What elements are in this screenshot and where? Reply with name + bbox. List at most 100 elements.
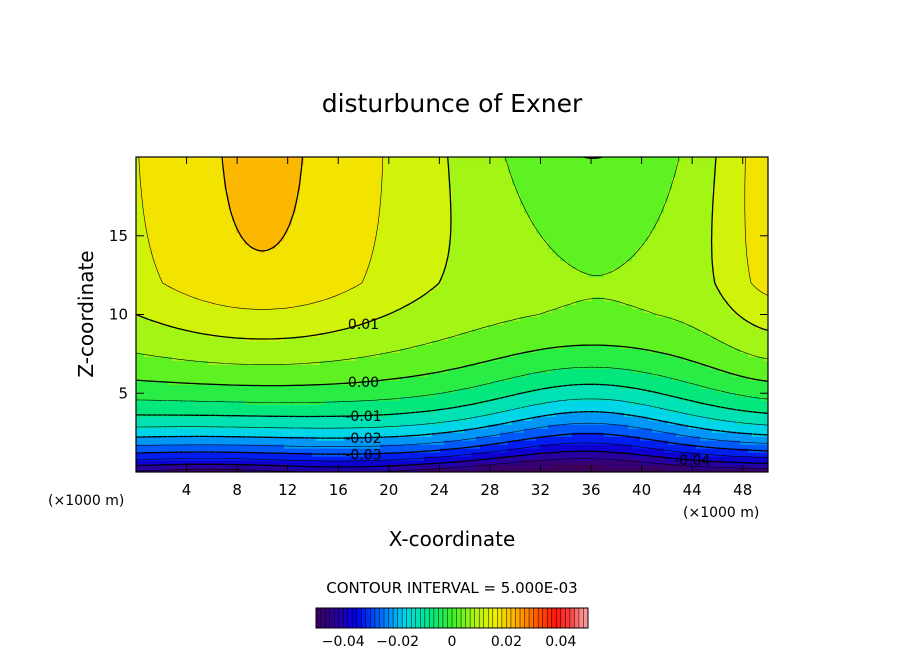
field-cell [328,296,333,302]
field-cell [164,268,169,274]
field-cell [224,444,229,449]
field-cell [168,448,173,453]
field-cell [372,196,377,202]
field-cell [180,460,185,465]
field-cell [204,196,209,202]
field-cell [148,268,153,274]
field-cell [348,424,353,429]
field-cell [360,400,365,405]
field-cell [248,204,253,210]
field-cell [284,196,289,202]
field-cell [136,464,141,469]
field-cell [224,172,229,178]
field-cell [304,384,309,389]
field-cell [272,324,277,330]
field-cell [156,464,161,469]
field-cell [360,264,365,270]
field-cell [284,412,289,417]
field-cell [164,184,169,190]
field-cell [312,304,317,310]
field-cell [380,216,385,222]
field-cell [348,392,353,397]
field-cell [264,448,269,453]
field-cell [280,284,285,290]
field-cell [288,276,293,282]
field-cell [264,244,269,250]
field-cell [160,336,165,342]
field-cell [308,388,313,393]
field-cell [380,388,385,393]
field-cell [320,412,325,417]
field-cell [324,300,329,306]
field-cell [140,364,145,369]
field-cell [384,244,389,250]
field-cell [384,432,389,437]
field-cell [332,352,337,357]
field-cell [296,372,301,377]
field-cell [328,216,333,222]
field-cell [200,164,205,170]
field-cell [196,208,201,214]
field-cell [208,192,213,198]
field-cell [380,180,385,186]
field-cell [168,296,173,302]
field-cell [204,296,209,302]
field-cell [204,340,209,346]
field-cell [192,460,197,465]
field-cell [180,332,185,338]
field-cell [288,188,293,194]
field-cell [164,460,169,465]
field-cell [204,424,209,429]
field-cell [380,368,385,373]
field-cell [208,432,213,437]
field-cell [356,356,361,361]
field-cell [308,228,313,234]
field-cell [152,432,157,437]
field-cell [348,276,353,282]
field-cell [244,316,249,322]
field-cell [300,312,305,318]
field-cell [276,188,281,194]
field-cell [200,256,205,262]
field-cell [228,184,233,190]
field-cell [188,416,193,421]
field-cell [164,236,169,242]
field-cell [136,400,141,405]
field-cell [256,252,261,258]
field-cell [292,312,297,318]
field-cell [192,244,197,250]
field-cell [268,416,273,421]
field-cell [348,468,353,472]
field-cell [380,196,385,202]
field-cell [384,284,389,290]
field-cell [176,388,181,393]
field-cell [200,157,205,162]
field-cell [312,404,317,409]
field-cell [316,468,321,472]
field-cell [384,336,389,342]
field-cell [176,444,181,449]
field-cell [156,316,161,322]
field-cell [300,384,305,389]
field-cell [168,356,173,361]
field-cell [232,157,237,162]
field-cell [312,428,317,433]
field-cell [176,157,181,162]
field-cell [268,312,273,318]
field-cell [312,224,317,230]
field-cell [376,460,381,465]
field-cell [368,432,373,437]
field-cell [280,196,285,202]
field-cell [336,448,341,453]
field-cell [140,340,145,346]
field-cell [204,157,209,162]
field-cell [148,408,153,413]
field-cell [248,344,253,349]
field-cell [180,264,185,270]
field-cell [260,300,265,306]
field-cell [156,157,161,162]
field-cell [252,216,257,222]
field-cell [224,460,229,465]
field-cell [368,360,373,365]
field-cell [256,448,261,453]
